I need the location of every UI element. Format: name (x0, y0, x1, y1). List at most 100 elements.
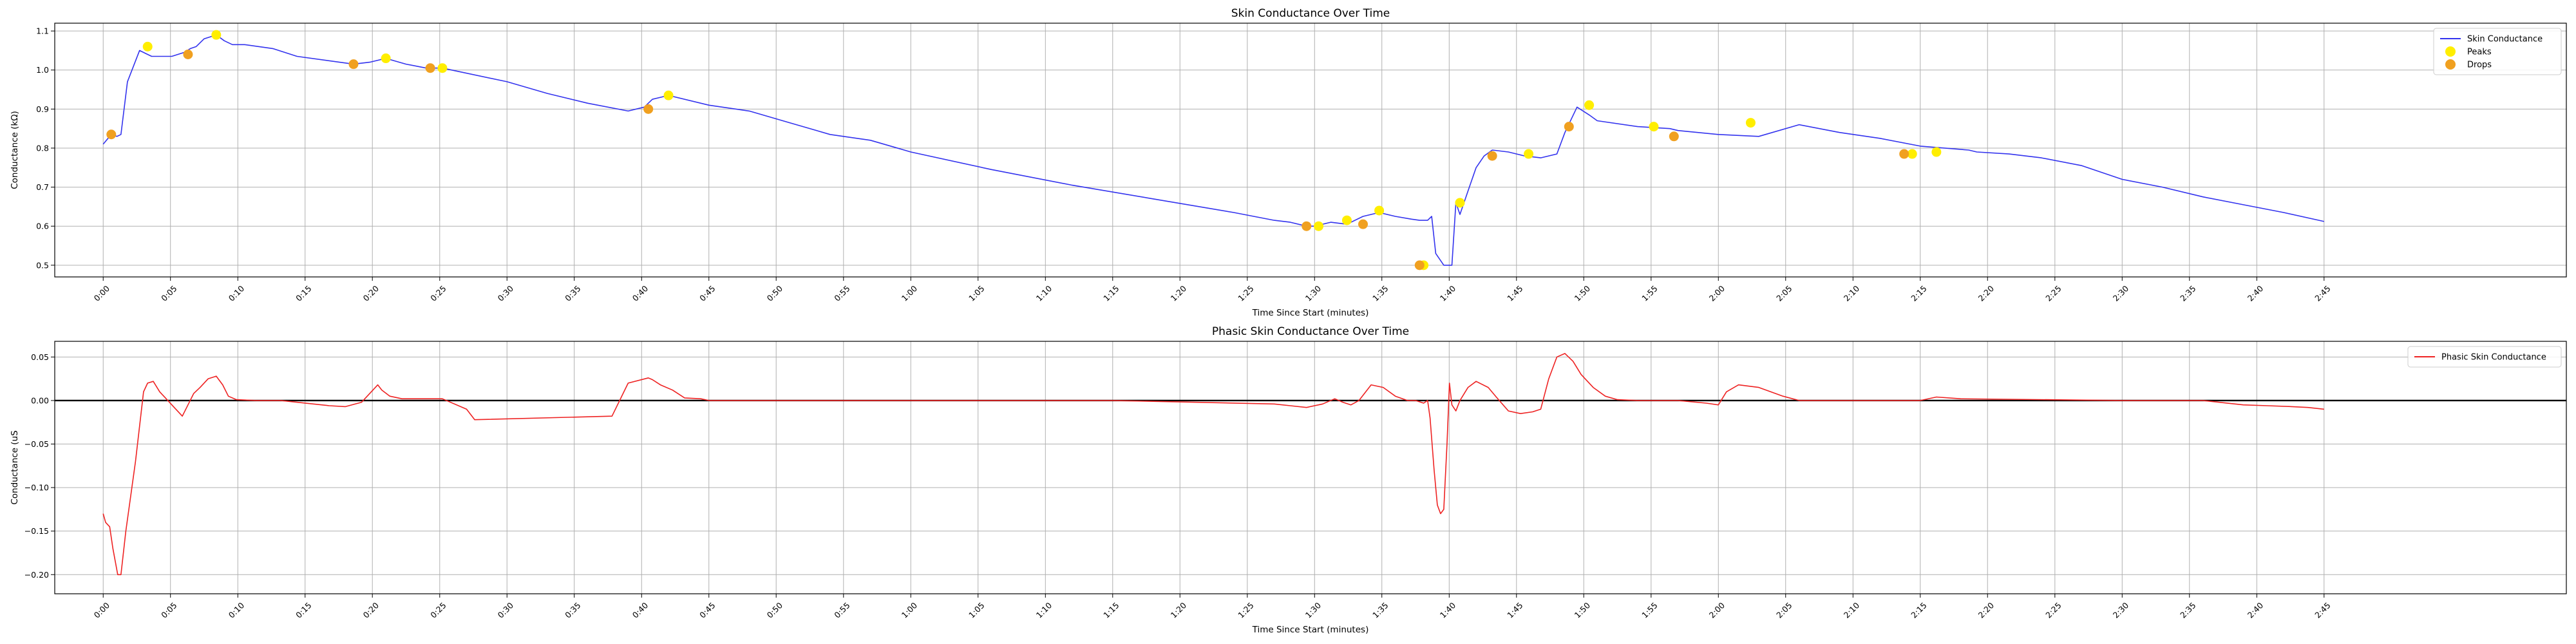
plot-frame (54, 341, 2567, 594)
x-tick-label: 2:15 (1909, 600, 1928, 620)
legend-box (2407, 346, 2562, 368)
y-tick-label: 0.05 (31, 352, 49, 362)
y-tick-label: 0.00 (31, 395, 49, 405)
series-points (142, 30, 1942, 270)
data-point (663, 90, 674, 100)
data-point (1584, 100, 1595, 110)
x-tick-label: 1:30 (1303, 600, 1323, 620)
legend-label: Phasic Skin Conductance (2441, 353, 2546, 363)
x-tick-label: 0:10 (227, 600, 246, 620)
phasic-skin-conductance-chart: Phasic Skin Conductance Over Time Time S… (10, 325, 2567, 635)
y-axis-label: Conductance (kΩ) (10, 111, 20, 189)
y-tick-label: 0.5 (36, 260, 49, 270)
grid-lines (55, 23, 2566, 277)
x-tick-label: 2:20 (1976, 283, 1996, 303)
x-tick-label: 1:20 (1169, 283, 1188, 303)
legend-box (2433, 28, 2562, 75)
legend: Skin Conductance Peaks Drops (2433, 28, 2562, 75)
data-point (1314, 221, 1324, 231)
x-tick-label: 0:50 (765, 600, 784, 620)
data-point (1931, 147, 1942, 157)
data-point (437, 63, 448, 73)
x-tick-label: 1:10 (1034, 600, 1054, 620)
x-tick-label: 1:00 (900, 283, 919, 303)
x-tick-label: 2:00 (1707, 600, 1727, 620)
y-tick-label: −0.20 (24, 570, 49, 580)
x-tick-label: 2:25 (2043, 600, 2063, 620)
x-tick-label: 1:35 (1370, 600, 1390, 620)
x-tick-label: 0:15 (294, 600, 313, 620)
data-point (425, 63, 435, 73)
x-tick-label: 0:10 (227, 283, 246, 303)
data-point (348, 59, 359, 70)
data-point (1907, 149, 1917, 159)
x-tick-label: 2:00 (1707, 283, 1727, 303)
x-tick-label: 1:15 (1101, 600, 1121, 620)
x-tick-label: 0:00 (92, 283, 111, 303)
data-point (1374, 205, 1385, 216)
x-tick-label: 1:20 (1169, 600, 1188, 620)
data-point (142, 41, 153, 52)
x-tick-label: 2:45 (2313, 600, 2332, 620)
x-tick-label: 2:05 (1774, 283, 1794, 303)
y-tick-label: −0.15 (24, 526, 49, 536)
x-axis-label: Time Since Start (minutes) (1252, 625, 1369, 635)
y-tick-label: 1.0 (36, 65, 49, 75)
y-axis-label: Conductance (uS (10, 430, 20, 504)
data-point (183, 49, 193, 59)
x-tick-label: 1:05 (967, 283, 986, 303)
x-tick-label: 2:05 (1774, 600, 1794, 620)
data-point (106, 129, 117, 140)
x-tick-label: 1:25 (1236, 600, 1255, 620)
x-tick-label: 2:25 (2043, 283, 2063, 303)
legend-label: Peaks (2467, 48, 2492, 57)
x-tick-label: 0:50 (765, 283, 784, 303)
x-tick-label: 2:30 (2111, 283, 2130, 303)
skin-conductance-chart: Skin Conductance Over Time Time Since St… (10, 7, 2567, 318)
data-point (1414, 260, 1425, 270)
x-tick-label: 2:35 (2178, 283, 2197, 303)
data-point (1669, 131, 1679, 142)
x-tick-label: 0:00 (92, 600, 111, 620)
y-tick-label: 0.8 (36, 143, 49, 153)
x-tick-label: 1:30 (1303, 283, 1323, 303)
x-tick-label: 0:55 (832, 600, 851, 620)
data-point (643, 104, 654, 114)
y-tick-label: 1.1 (36, 26, 49, 36)
x-tick-label: 0:45 (697, 600, 717, 620)
y-tick-label: 0.7 (36, 182, 49, 192)
x-tick-label: 1:35 (1370, 283, 1390, 303)
data-point (381, 53, 391, 64)
x-tick-label: 0:45 (697, 283, 717, 303)
legend-swatch (2445, 59, 2456, 70)
x-tick-label: 2:30 (2111, 600, 2130, 620)
x-tick-label: 1:40 (1438, 283, 1457, 303)
data-point (1358, 219, 1368, 229)
grid-lines (55, 341, 2566, 594)
x-tick-label: 2:10 (1842, 283, 1861, 303)
x-tick-label: 1:05 (967, 600, 986, 620)
x-tick-label: 1:50 (1573, 283, 1592, 303)
legend-swatch (2445, 46, 2456, 57)
series-line (102, 353, 2324, 576)
x-tick-label: 1:40 (1438, 600, 1457, 620)
x-tick-label: 2:20 (1976, 600, 1996, 620)
x-tick-label: 2:40 (2246, 283, 2265, 303)
y-tick-label: −0.10 (24, 483, 49, 493)
x-tick-label: 2:10 (1842, 600, 1861, 620)
x-tick-label: 0:55 (832, 283, 851, 303)
data-point (1341, 215, 1352, 225)
legend-label: Drops (2467, 61, 2492, 70)
y-tick-label: 0.6 (36, 222, 49, 231)
x-tick-label: 1:45 (1505, 283, 1524, 303)
x-tick-label: 0:05 (159, 600, 178, 620)
x-tick-label: 1:10 (1034, 283, 1054, 303)
plot-frame (54, 23, 2567, 278)
x-tick-label: 0:35 (563, 283, 582, 303)
x-tick-label: 1:45 (1505, 600, 1524, 620)
x-tick-label: 1:15 (1101, 283, 1121, 303)
x-tick-label: 1:55 (1640, 283, 1659, 303)
data-point (1564, 122, 1574, 132)
x-tick-label: 2:40 (2246, 600, 2265, 620)
